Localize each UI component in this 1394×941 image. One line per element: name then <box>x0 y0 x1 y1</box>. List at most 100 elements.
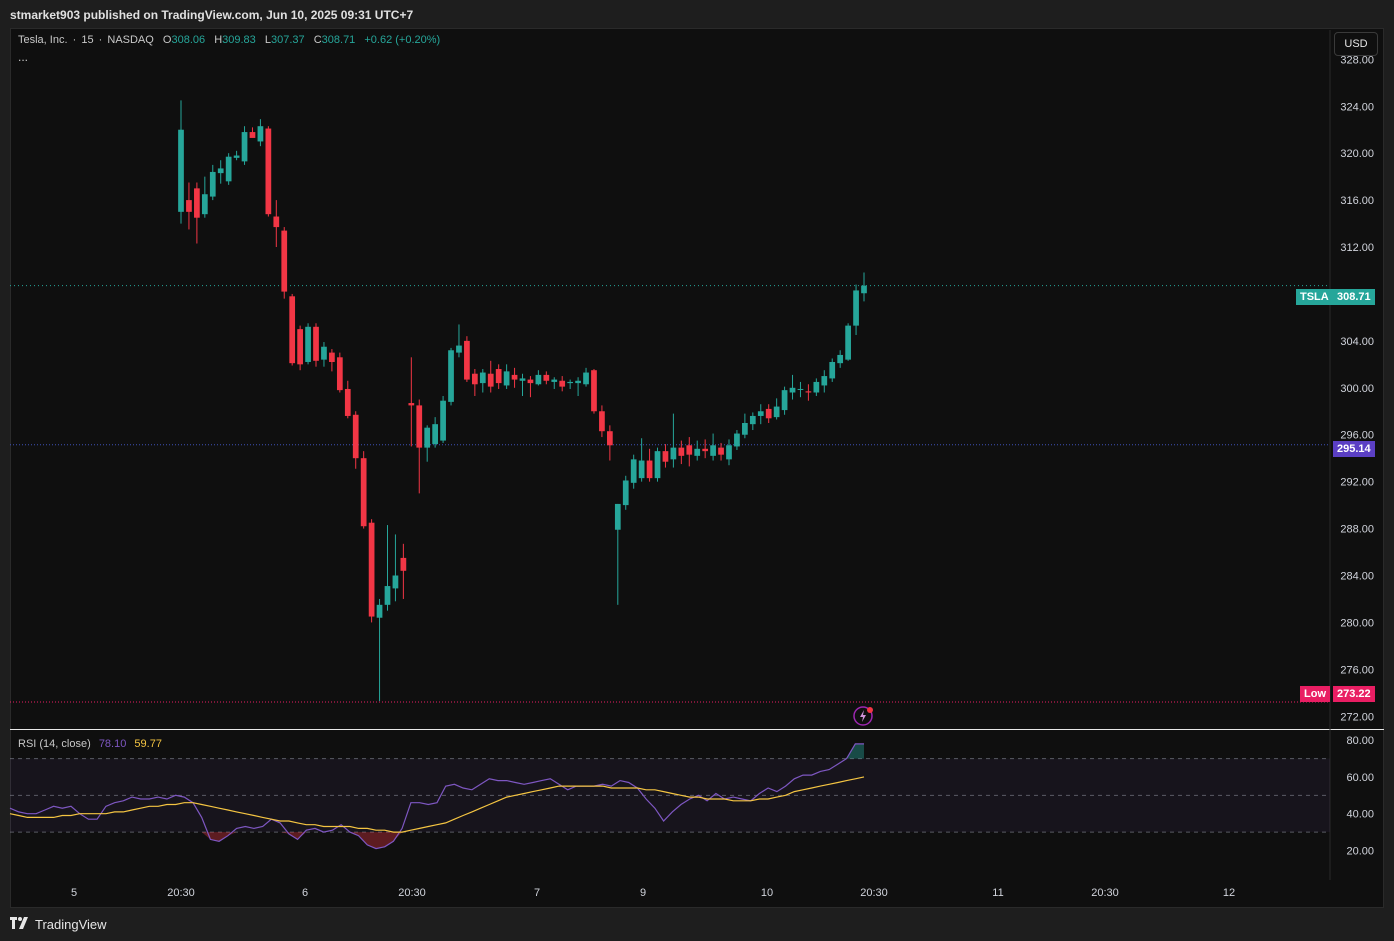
rsi-oversold-fill <box>10 832 864 849</box>
currency-button[interactable]: USD <box>1334 32 1378 56</box>
candle-body <box>241 132 248 162</box>
candle-body <box>511 374 518 380</box>
events-flash-icon[interactable] <box>853 706 873 726</box>
candle-body <box>209 171 216 197</box>
candle-body <box>432 424 438 445</box>
candle-body <box>257 126 264 142</box>
candle-body <box>527 379 534 384</box>
candles-group <box>178 100 867 702</box>
symbol-name: Tesla, Inc. <box>18 34 68 46</box>
rsi-legend[interactable]: RSI (14, close) 78.10 59.77 <box>18 738 162 750</box>
candle-body <box>797 388 804 390</box>
legend-separator: · <box>72 34 77 46</box>
symbol-legend[interactable]: Tesla, Inc. · 15 · NASDAQ O308.06 H309.8… <box>18 34 446 46</box>
candle-body <box>734 433 740 447</box>
candle-body <box>837 354 844 364</box>
tradingview-logo-icon <box>10 916 30 932</box>
candle-body <box>845 325 851 360</box>
high-value: 309.83 <box>222 34 256 46</box>
candle-body <box>194 188 200 218</box>
candle-body <box>821 376 828 386</box>
rsi-value: 78.10 <box>98 738 127 750</box>
candle-body <box>376 604 383 618</box>
candle-body <box>559 380 566 387</box>
candle-body <box>686 445 693 455</box>
candle-body <box>440 400 446 441</box>
candle-body <box>638 460 645 479</box>
publisher-text: stmarket903 published on TradingView.com… <box>10 8 414 22</box>
price-axis-tick: 324.00 <box>1340 101 1374 113</box>
candle-body <box>694 448 701 456</box>
candle-body <box>479 372 486 384</box>
candle-body <box>217 168 224 174</box>
candle-body <box>289 296 296 364</box>
rsi-axis-tick: 20.00 <box>1346 845 1374 857</box>
candle-body <box>646 460 653 479</box>
time-axis-tick: 11 <box>992 887 1003 899</box>
candle-body <box>503 371 510 386</box>
candle-body <box>495 369 502 384</box>
candle-body <box>321 346 327 360</box>
candle-body <box>305 326 311 362</box>
candle-body <box>360 458 367 527</box>
tradingview-brand[interactable]: TradingView <box>10 916 107 932</box>
candle-body <box>384 586 391 605</box>
time-axis-tick: 20:30 <box>1091 887 1119 899</box>
candle-body <box>392 575 399 589</box>
candle-body <box>622 480 629 506</box>
candle-body <box>861 285 867 294</box>
open-value: 308.06 <box>171 34 206 46</box>
candle-body <box>471 373 478 385</box>
price-axis-tick: 316.00 <box>1340 195 1374 207</box>
candle-body <box>757 411 764 416</box>
tradingview-brand-text: TradingView <box>35 916 107 932</box>
candle-body <box>829 361 836 379</box>
price-axis-tick: 296.00 <box>1340 430 1374 442</box>
candle-body <box>710 445 716 456</box>
candle-body <box>225 156 232 182</box>
price-axis-tick: 312.00 <box>1340 242 1374 254</box>
candle-body <box>805 391 812 393</box>
candle-body <box>670 447 677 460</box>
candle-body <box>178 129 184 212</box>
rsi-axis-tick: 40.00 <box>1346 809 1374 821</box>
publish-header: stmarket903 published on TradingView.com… <box>0 0 1394 28</box>
candle-body <box>678 447 685 456</box>
rsi-line <box>9 743 864 850</box>
candle-body <box>630 459 637 483</box>
price-axis-tick: 328.00 <box>1340 54 1374 66</box>
price-axis-tick: 280.00 <box>1340 617 1374 629</box>
candle-body <box>853 290 859 326</box>
candle-body <box>233 155 240 158</box>
candle-body <box>352 414 359 459</box>
candle-body <box>551 379 558 382</box>
candle-body <box>424 427 431 448</box>
candle-body <box>201 194 208 215</box>
time-axis-tick: 9 <box>640 887 646 899</box>
low-tag-label: Low <box>1300 686 1330 702</box>
close-value: 308.71 <box>321 34 356 46</box>
price-axis-tick: 320.00 <box>1340 148 1374 160</box>
candle-body <box>519 378 526 381</box>
candle-body <box>567 381 574 384</box>
time-axis-tick: 10 <box>761 887 773 899</box>
chart-frame[interactable] <box>10 28 1384 908</box>
flash-icon-bolt <box>860 710 866 722</box>
low-label: L <box>264 34 271 46</box>
candle-body <box>186 200 192 212</box>
legend-more-button[interactable]: ... <box>18 50 29 64</box>
candle-body <box>781 390 788 411</box>
candle-body <box>535 374 542 385</box>
candle-body <box>487 373 494 387</box>
price-axis-tick: 284.00 <box>1340 570 1374 582</box>
candle-body <box>575 380 581 384</box>
price-axis-tick: 272.00 <box>1340 711 1374 723</box>
candle-body <box>400 557 407 571</box>
candle-body <box>742 422 748 435</box>
symbol-price-tag-value: 308.71 <box>1333 289 1375 305</box>
candle-body <box>329 352 335 362</box>
candle-body <box>726 445 732 460</box>
time-axis-tick: 6 <box>302 887 308 899</box>
candle-body <box>702 448 709 452</box>
